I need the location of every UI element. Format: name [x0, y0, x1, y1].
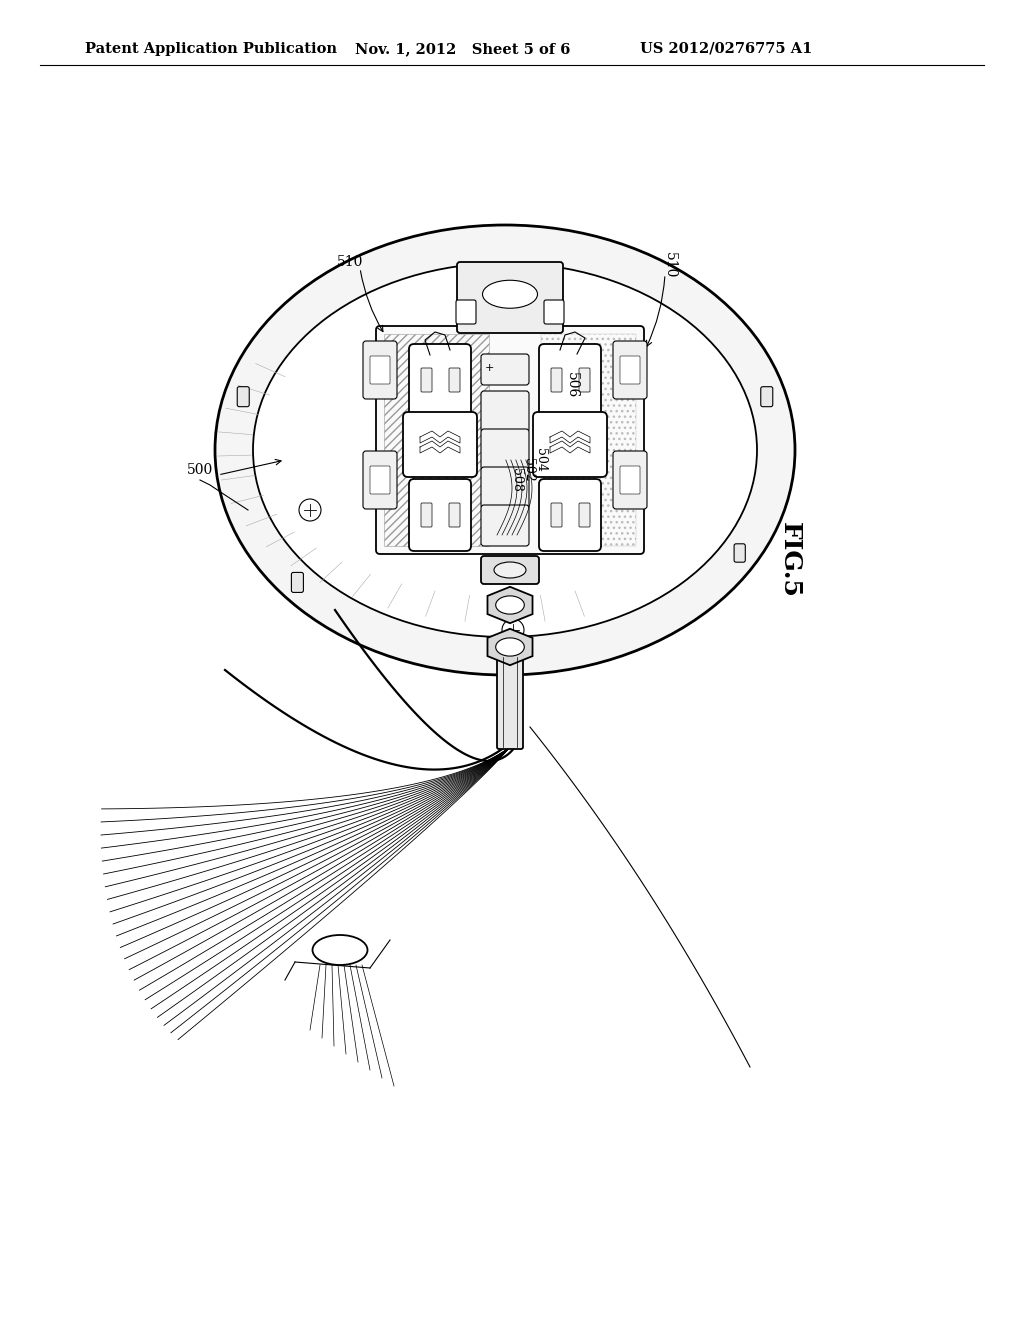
FancyBboxPatch shape: [449, 368, 460, 392]
FancyBboxPatch shape: [421, 368, 432, 392]
FancyBboxPatch shape: [481, 506, 529, 546]
Text: 510: 510: [337, 255, 364, 269]
FancyBboxPatch shape: [409, 479, 471, 550]
FancyBboxPatch shape: [620, 356, 640, 384]
Text: 504: 504: [535, 447, 548, 473]
FancyBboxPatch shape: [292, 573, 303, 593]
FancyBboxPatch shape: [238, 387, 249, 407]
Text: Nov. 1, 2012   Sheet 5 of 6: Nov. 1, 2012 Sheet 5 of 6: [355, 42, 570, 55]
FancyBboxPatch shape: [362, 451, 397, 510]
FancyBboxPatch shape: [370, 466, 390, 494]
Text: 510: 510: [663, 252, 677, 279]
FancyBboxPatch shape: [456, 300, 476, 323]
Text: 506: 506: [565, 372, 579, 399]
FancyBboxPatch shape: [551, 368, 562, 392]
FancyBboxPatch shape: [403, 412, 477, 477]
Ellipse shape: [482, 280, 538, 309]
FancyBboxPatch shape: [481, 391, 529, 432]
FancyBboxPatch shape: [544, 300, 564, 323]
Text: 508: 508: [511, 469, 523, 492]
FancyBboxPatch shape: [481, 429, 529, 470]
Text: +: +: [484, 363, 494, 374]
FancyBboxPatch shape: [409, 345, 471, 416]
Text: FIG.5: FIG.5: [778, 523, 802, 598]
Ellipse shape: [494, 562, 526, 578]
FancyBboxPatch shape: [539, 479, 601, 550]
FancyBboxPatch shape: [421, 503, 432, 527]
FancyBboxPatch shape: [481, 354, 529, 385]
Text: Patent Application Publication: Patent Application Publication: [85, 42, 337, 55]
FancyBboxPatch shape: [620, 466, 640, 494]
Ellipse shape: [253, 263, 757, 638]
FancyBboxPatch shape: [457, 261, 563, 333]
Polygon shape: [487, 628, 532, 665]
FancyBboxPatch shape: [551, 503, 562, 527]
Polygon shape: [487, 587, 532, 623]
FancyBboxPatch shape: [539, 345, 601, 416]
Ellipse shape: [215, 224, 795, 675]
FancyBboxPatch shape: [481, 556, 539, 583]
FancyBboxPatch shape: [579, 503, 590, 527]
Text: 502: 502: [522, 458, 536, 482]
FancyBboxPatch shape: [449, 503, 460, 527]
FancyBboxPatch shape: [734, 544, 745, 562]
Ellipse shape: [496, 595, 524, 614]
FancyBboxPatch shape: [370, 356, 390, 384]
Circle shape: [502, 619, 524, 642]
FancyBboxPatch shape: [761, 387, 773, 407]
Text: US 2012/0276775 A1: US 2012/0276775 A1: [640, 42, 812, 55]
FancyBboxPatch shape: [579, 368, 590, 392]
FancyBboxPatch shape: [613, 451, 647, 510]
Ellipse shape: [496, 638, 524, 656]
Text: 500: 500: [186, 463, 213, 477]
FancyBboxPatch shape: [376, 326, 644, 554]
Bar: [384, 334, 489, 546]
Bar: [542, 334, 636, 546]
Circle shape: [299, 499, 321, 521]
FancyBboxPatch shape: [497, 656, 523, 748]
FancyBboxPatch shape: [613, 341, 647, 399]
FancyBboxPatch shape: [481, 467, 529, 508]
FancyBboxPatch shape: [362, 341, 397, 399]
FancyBboxPatch shape: [534, 412, 607, 477]
